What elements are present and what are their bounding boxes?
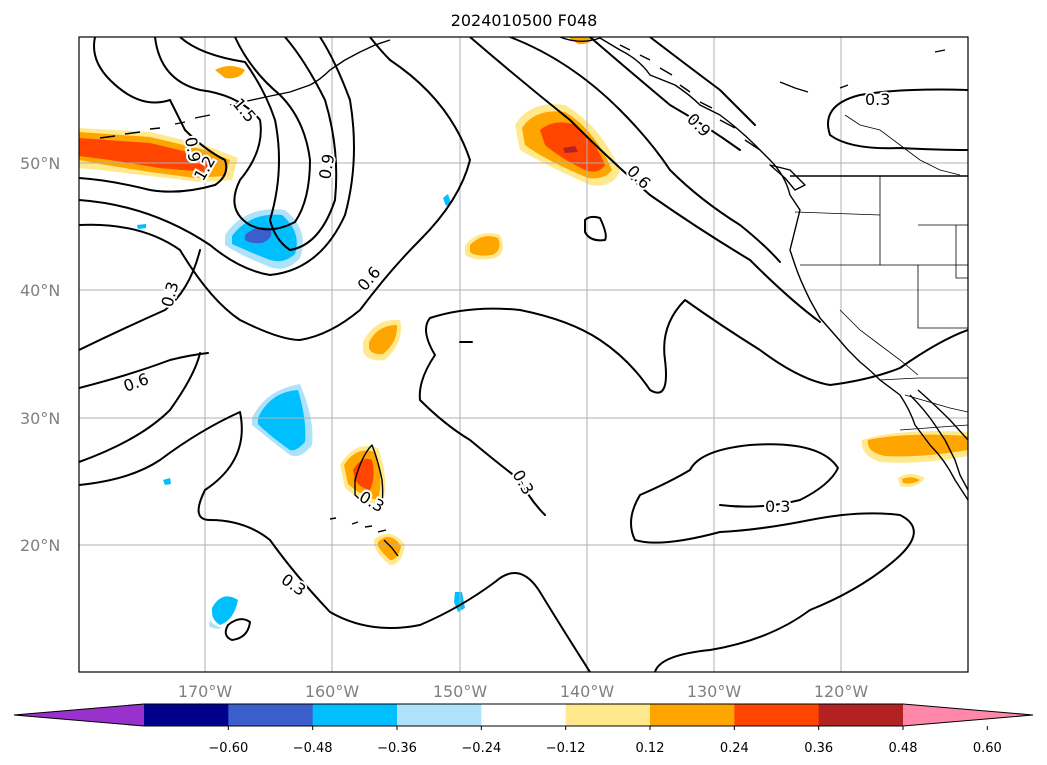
colorbar-swatch <box>818 704 904 726</box>
negative-anomaly-tiny-north <box>443 194 451 206</box>
colorbar-swatch <box>481 704 567 726</box>
lat-label-50n: 50°N <box>20 154 60 173</box>
contour-7 <box>79 352 209 389</box>
negative-anomaly-tiny-nw <box>137 224 146 229</box>
positive-anomaly-hawaii-south-core <box>378 536 401 560</box>
colorbar-tick-label: 0.24 <box>720 741 749 756</box>
colorbar-tick-label: −0.12 <box>546 741 586 756</box>
colorbar-swatch <box>650 704 735 726</box>
lon-label-150w: 150°W <box>433 682 488 701</box>
colorbar-swatch <box>312 704 398 726</box>
colorbar-tick-label: −0.48 <box>293 741 333 756</box>
colorbar-tick-label: −0.24 <box>461 741 501 756</box>
coastline-arctic-islands <box>779 49 946 93</box>
positive-anomaly-top-edge <box>568 37 595 45</box>
coastline-baja <box>909 394 968 491</box>
contour-21 <box>354 444 384 511</box>
coastline-gulf-california <box>917 389 968 441</box>
coastlines <box>99 37 968 557</box>
map-frame <box>78 36 969 673</box>
contour-15 <box>589 37 741 151</box>
colorbar-tick-label: −0.36 <box>377 741 417 756</box>
colorbar-extend-min <box>14 704 144 726</box>
lon-label-130w: 130°W <box>687 682 742 701</box>
colorbar-swatches <box>13 703 1034 730</box>
contour-18 <box>584 215 607 242</box>
colorbar-tick-label: −0.60 <box>208 741 248 756</box>
contour-4 <box>79 37 355 276</box>
map-panel: 1.5 0.9 1.2 0.9 0.3 0.6 0.6 0.9 0.6 0.3 … <box>20 36 969 701</box>
longitude-labels: 170°W 160°W 150°W 140°W 130°W 120°W <box>178 682 869 701</box>
contour-12 <box>418 317 546 516</box>
contour-6 <box>79 249 201 351</box>
shaded-anomaly-areas <box>79 37 968 629</box>
contour-label: 0.3 <box>765 497 790 516</box>
colorbar-tick-label: 0.60 <box>973 741 1002 756</box>
contour-9 <box>79 411 591 672</box>
contour-label: 0.9 <box>181 135 204 163</box>
coastline-alaska-islands <box>619 44 761 151</box>
coastline-hawaii-islands <box>329 517 399 557</box>
negative-anomaly-south-west <box>212 596 238 625</box>
positive-anomaly-baja-core <box>867 434 968 457</box>
colorbar-swatch <box>144 704 229 726</box>
colorbar-swatch <box>565 704 651 726</box>
lat-label-20n: 20°N <box>20 536 60 555</box>
lon-label-170w: 170°W <box>178 682 233 701</box>
contour-17 <box>827 88 968 151</box>
lon-label-120w: 120°W <box>814 682 869 701</box>
figure-title: 2024010500 F048 <box>451 11 598 30</box>
positive-anomaly-hawaii-max <box>353 458 374 490</box>
contour-5 <box>79 37 471 341</box>
positive-anomaly-mid-core <box>369 325 398 355</box>
contour-10 <box>630 443 915 672</box>
contour-2 <box>154 37 311 231</box>
coastline-aleutians <box>99 114 211 139</box>
coastline-alaska-peninsula <box>229 39 391 106</box>
contour-11 <box>429 299 968 394</box>
negative-anomaly-tiny-west <box>163 478 171 485</box>
lat-label-30n: 30°N <box>20 409 60 428</box>
colorbar-extend-max <box>903 704 1033 726</box>
negative-anomaly-south-west-halo <box>209 620 222 629</box>
colorbar-swatch <box>734 704 820 726</box>
colorbar: −0.60 −0.48 −0.36 −0.24 −0.12 0.12 0.24 … <box>13 703 1034 756</box>
positive-anomaly-gulf-alaska-peak <box>563 146 578 153</box>
colorbar-ticks: −0.60 −0.48 −0.36 −0.24 −0.12 0.12 0.24 … <box>208 741 1001 756</box>
coastline-north-america <box>559 37 968 501</box>
colorbar-swatch <box>397 704 482 726</box>
colorbar-outline <box>13 703 1034 727</box>
contour-lines <box>79 37 968 672</box>
contour-13 <box>469 37 821 323</box>
contour-1 <box>79 37 228 193</box>
negative-anomaly-west-max <box>245 227 272 244</box>
positive-anomaly-baja-small-core <box>902 477 920 484</box>
contour-16 <box>649 37 756 126</box>
lon-label-140w: 140°W <box>560 682 615 701</box>
contour-3 <box>179 37 338 251</box>
positive-anomaly-aleutian <box>215 66 245 79</box>
coastline-vancouver <box>769 164 806 191</box>
latitude-labels: 50°N 40°N 30°N 20°N <box>20 154 60 555</box>
contour-8 <box>79 352 201 463</box>
negative-anomaly-subtropical-core <box>258 390 306 451</box>
colorbar-tick-label: 0.48 <box>889 741 918 756</box>
colorbar-tick-label: 0.36 <box>804 741 833 756</box>
lon-label-160w: 160°W <box>305 682 360 701</box>
colorbar-tick-label: 0.12 <box>636 741 665 756</box>
contour-14 <box>509 37 781 263</box>
lat-label-40n: 40°N <box>20 281 60 300</box>
colorbar-swatch <box>228 704 314 726</box>
contour-label: 0.3 <box>865 90 890 109</box>
positive-anomaly-mid-north-core <box>470 236 500 256</box>
contour-19 <box>224 618 251 641</box>
